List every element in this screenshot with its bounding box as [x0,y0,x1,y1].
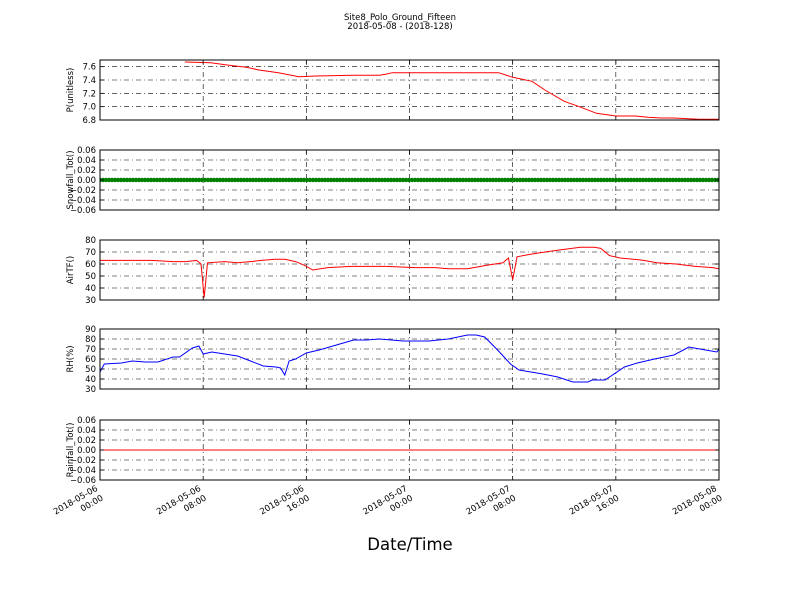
y-tick-label: 50 [85,365,96,375]
y-tick-label: 80 [85,236,96,246]
y-axis-label-airtf: AirTF() [66,256,76,284]
chart-subtitle: 2018-05-08 - (2018-128) [347,22,452,32]
x-tick-label: 2018-05-0600:00 [52,484,105,527]
y-tick-label: 0.04 [77,426,96,436]
panel-rainfall: 0.060.040.020.00−0.02−0.04−0.062018-05-0… [52,416,724,527]
y-tick-label: 0.06 [77,146,96,156]
y-tick-label: 50 [85,272,96,282]
x-tick-label: 2018-05-0800:00 [671,484,724,527]
y-tick-label: 7.4 [82,76,96,86]
series-line-rh [100,334,719,383]
y-tick-label: 70 [85,345,96,355]
y-tick-label: 7.6 [82,63,96,73]
y-tick-label: 60 [85,355,96,365]
x-tick-label: 2018-05-0716:00 [568,484,621,527]
y-tick-label: 0.04 [77,156,96,166]
y-tick-label: 0.00 [77,176,96,186]
y-tick-label: 7.2 [82,89,96,99]
y-tick-label: 0.06 [77,416,96,426]
y-axis-label-snowfall: Snowfall_Tot() [66,150,76,209]
x-tick-label: 2018-05-0700:00 [361,484,414,527]
x-tick-label: 2018-05-0608:00 [155,484,208,527]
x-tick-label: 2018-05-0708:00 [465,484,518,527]
x-tick-label: 2018-05-0616:00 [258,484,311,527]
y-tick-label: −0.02 [70,456,96,466]
y-tick-label: 30 [85,296,96,306]
y-axis-label-p: P(unitless) [66,68,76,113]
series-line-p [184,61,719,120]
y-tick-label: 0.02 [77,436,96,446]
y-tick-label: 70 [85,248,96,258]
y-tick-label: −0.04 [70,196,96,206]
y-tick-label: −0.02 [70,186,96,196]
panel-p: 7.6 7.4 7.2 7.0 6.8 P(unitless) [66,59,720,126]
y-tick-label: −0.06 [70,476,96,486]
y-tick-label: 0.02 [77,166,96,176]
y-tick-label: −0.06 [70,206,96,216]
y-axis-label-rh: RH(%) [66,345,76,372]
y-tick-label: 40 [85,375,96,385]
panel-airtf: 80 70 60 50 40 30 AirTF() [66,236,720,306]
y-tick-label: 80 [85,335,96,345]
y-axis-label-rainfall: Rainfall_Tot() [66,423,76,478]
chart-title: Site8_Polo_Ground_Fifteen [344,13,456,23]
panel-snowfall: 0.060.040.020.00−0.02−0.04−0.06Snowfall_… [66,146,720,216]
y-tick-label: 6.8 [82,116,96,126]
y-tick-label: −0.04 [70,466,96,476]
y-tick-label: 90 [85,325,96,335]
y-tick-label: 30 [85,385,96,395]
chart-panels: 7.67.47.27.06.8P(unitless)0.060.040.020.… [52,59,724,527]
x-axis-label: Date/Time [367,535,452,554]
y-tick-label: 60 [85,260,96,270]
series-line-airtf [100,246,719,298]
y-tick-label: 0.00 [77,446,96,456]
y-tick-label: 40 [85,284,96,294]
y-tick-label: 7.0 [82,103,96,113]
